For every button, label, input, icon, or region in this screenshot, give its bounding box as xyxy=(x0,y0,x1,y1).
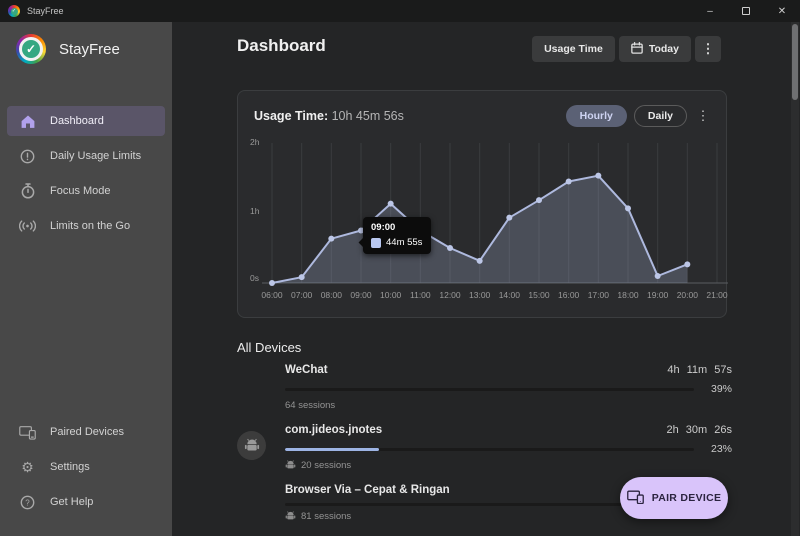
interval-toggle: Hourly Daily ⋮ xyxy=(565,105,712,127)
x-axis-labels: 06:00 07:00 08:00 09:00 10:00 11:00 12:00 13:00… xyxy=(261,290,728,300)
maximize-icon xyxy=(742,7,750,15)
sidebar-item-label: Focus Mode xyxy=(50,185,111,197)
paired-devices-icon xyxy=(19,425,36,440)
session-count: 20 sessions xyxy=(301,460,352,471)
y-tick-0s: 0s xyxy=(250,273,259,283)
sidebar-item-label: Limits on the Go xyxy=(50,220,131,232)
scrollbar-thumb[interactable] xyxy=(792,24,798,100)
android-icon xyxy=(285,508,296,526)
sidebar-item-get-help[interactable]: ? Get Help xyxy=(7,487,165,517)
sidebar-footer: Paired Devices ⚙ Settings ? Get Help xyxy=(7,417,165,522)
vertical-scrollbar[interactable] xyxy=(791,22,799,536)
app-avatar-slot xyxy=(237,364,285,411)
card-title: Usage Time: 10h 45m 56s xyxy=(254,109,404,123)
maximize-button[interactable] xyxy=(728,0,764,22)
help-icon: ? xyxy=(19,495,36,510)
app-avatar-slot xyxy=(237,484,285,522)
sidebar-nav: Dashboard Daily Usage Limits Focus Mode … xyxy=(7,106,165,246)
titlebar-app-name: StayFree xyxy=(27,6,64,16)
today-button-label: Today xyxy=(648,43,679,55)
device-rows: WeChat 4h 11m 57s 39% 64 sessions xyxy=(237,364,732,535)
usage-bar xyxy=(285,447,694,451)
sidebar-item-limits-on-the-go[interactable]: Limits on the Go xyxy=(7,211,165,241)
hourly-toggle[interactable]: Hourly xyxy=(565,105,627,127)
stopwatch-icon xyxy=(19,183,36,199)
pair-device-label: PAIR DEVICE xyxy=(651,492,722,504)
y-tick-2h: 2h xyxy=(250,137,260,147)
sidebar-item-paired-devices[interactable]: Paired Devices xyxy=(7,417,165,447)
usage-percent: 39% xyxy=(710,383,732,395)
usage-time-card: Usage Time: 10h 45m 56s Hourly Daily ⋮ 2… xyxy=(237,90,728,318)
session-count: 81 sessions xyxy=(301,511,352,522)
titlebar: ✓ StayFree – ✕ xyxy=(0,0,800,22)
sidebar-item-label: Settings xyxy=(50,461,90,473)
device-row[interactable]: Browser Via – Cepat & Ringan 81 sessions xyxy=(237,484,732,522)
sidebar-item-label: Daily Usage Limits xyxy=(50,150,142,162)
card-title-value: 10h 45m 56s xyxy=(331,109,404,123)
device-row[interactable]: WeChat 4h 11m 57s 39% 64 sessions xyxy=(237,364,732,411)
tooltip-value: 44m 55s xyxy=(386,237,423,248)
header-actions: Usage Time Today ⋮ xyxy=(532,36,721,62)
sidebar-item-settings[interactable]: ⚙ Settings xyxy=(7,452,165,482)
header-kebab-menu[interactable]: ⋮ xyxy=(695,36,721,62)
usage-bar xyxy=(285,387,694,391)
sidebar-item-label: Dashboard xyxy=(50,115,104,127)
chart-canvas[interactable] xyxy=(262,141,728,289)
tooltip-series-swatch xyxy=(371,237,381,248)
usage-time-button[interactable]: Usage Time xyxy=(532,36,615,62)
minimize-button[interactable]: – xyxy=(707,5,713,17)
usage-time-button-label: Usage Time xyxy=(544,43,603,55)
sidebar-item-label: Paired Devices xyxy=(50,426,124,438)
sidebar-item-dashboard[interactable]: Dashboard xyxy=(7,106,165,136)
usage-bar xyxy=(285,503,694,506)
card-title-label: Usage Time: xyxy=(254,109,329,123)
main-content: Dashboard Usage Time Today ⋮ Usage Time:… xyxy=(172,22,800,536)
brand-name: StayFree xyxy=(59,40,120,58)
usage-limit-alert-icon xyxy=(19,149,36,164)
home-icon xyxy=(19,114,36,129)
android-app-avatar xyxy=(237,431,266,460)
y-tick-1h: 1h xyxy=(250,206,260,216)
device-row[interactable]: com.jideos.jnotes 2h 30m 26s 23% 20 sess… xyxy=(237,424,732,471)
usage-percent: 23% xyxy=(710,443,732,455)
chart-tooltip: 09:00 44m 55s xyxy=(363,217,432,254)
brand: ✓ StayFree xyxy=(0,22,172,64)
pair-device-button[interactable]: PAIR DEVICE xyxy=(620,477,728,519)
svg-text:?: ? xyxy=(25,498,30,507)
app-logo-icon: ✓ xyxy=(8,5,20,17)
stayfree-logo-icon: ✓ xyxy=(16,34,46,64)
app-name: Browser Via – Cepat & Ringan xyxy=(285,484,450,496)
session-count: 64 sessions xyxy=(285,400,336,411)
daily-toggle[interactable]: Daily xyxy=(633,105,687,127)
sidebar-item-label: Get Help xyxy=(50,496,94,508)
app-usage-time: 4h 11m 57s xyxy=(667,364,732,376)
close-button[interactable]: ✕ xyxy=(777,5,787,17)
gear-icon: ⚙ xyxy=(21,459,34,475)
tooltip-time: 09:00 xyxy=(371,222,396,233)
calendar-icon xyxy=(631,41,643,57)
sidebar: ✓ StayFree Dashboard Daily Usage Limits xyxy=(0,22,172,536)
page-title: Dashboard xyxy=(237,36,326,55)
pair-device-icon xyxy=(626,490,644,507)
app-usage-time: 2h 30m 26s xyxy=(666,424,732,436)
app-name: WeChat xyxy=(285,364,328,376)
app-name: com.jideos.jnotes xyxy=(285,424,383,436)
sidebar-item-focus-mode[interactable]: Focus Mode xyxy=(7,176,165,206)
today-button[interactable]: Today xyxy=(618,36,691,62)
sidebar-item-daily-usage-limits[interactable]: Daily Usage Limits xyxy=(7,141,165,171)
broadcast-icon xyxy=(19,220,36,232)
card-kebab-menu[interactable]: ⋮ xyxy=(696,108,710,123)
all-devices-heading: All Devices xyxy=(237,340,302,355)
android-icon xyxy=(285,457,296,475)
usage-chart: 2h 1h 0s 06:00 07:00 08:00 09:00 10:00 11:00 1… xyxy=(248,137,728,301)
